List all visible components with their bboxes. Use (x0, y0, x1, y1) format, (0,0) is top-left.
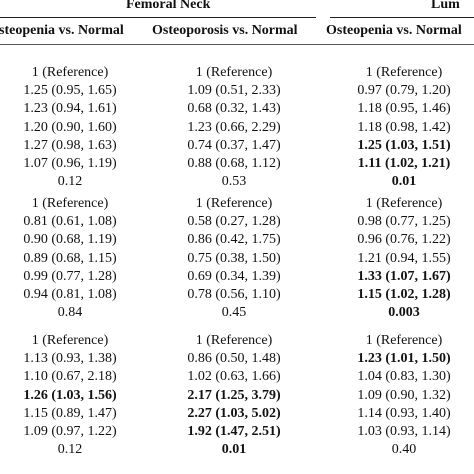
cell-block1-row5-col1: 1.27 (0.98, 1.63) (23, 137, 117, 153)
cell-block1-row6-col1: 1.07 (0.96, 1.19) (23, 156, 117, 171)
cell-block2-row2-col3: 0.98 (0.77, 1.25) (357, 214, 451, 230)
cell-block2-row1-col3: 1 (Reference) (365, 196, 443, 211)
cell-block3-row7-col3: 0.40 (391, 442, 417, 458)
cell-block2-row1-col1: 1 (Reference) (31, 196, 109, 211)
cell-block3-row7-col2: 0.01 (221, 442, 247, 458)
group-rule-lumbar (330, 17, 474, 18)
cell-block3-row2-col1: 1.13 (0.93, 1.38) (23, 351, 117, 367)
cell-block3-row3-col2: 1.02 (0.63, 1.66) (187, 369, 281, 385)
cell-block1-row6-col3: 1.11 (1.02, 1.21) (357, 156, 451, 171)
col-header-osteopenia: steopenia vs. Normal (0, 23, 124, 38)
cell-block2-row4-col2: 0.75 (0.38, 1.50) (187, 250, 281, 266)
cell-block3-row1-col2: 1 (Reference) (195, 333, 273, 348)
cell-block1-row1-col2: 1 (Reference) (195, 65, 273, 80)
cell-block3-row6-col3: 1.03 (0.93, 1.14) (357, 424, 451, 439)
cell-block3-row6-col1: 1.09 (0.97, 1.22) (23, 424, 117, 439)
cell-block1-row2-col2: 1.09 (0.51, 2.33) (187, 83, 281, 99)
cell-block1-row7-col1: 0.12 (57, 174, 83, 190)
cell-block2-row5-col1: 0.99 (0.77, 1.28) (23, 268, 117, 284)
col-header-lumbar-osteopenia: Osteopenia vs. Normal (326, 23, 462, 38)
group-header-femoral-neck: Femoral Neck (126, 0, 211, 12)
cell-block3-row4-col2: 2.17 (1.25, 3.79) (187, 387, 281, 403)
cell-block2-row2-col1: 0.81 (0.61, 1.08) (23, 214, 117, 230)
cell-block2-row4-col1: 0.89 (0.68, 1.15) (23, 250, 117, 266)
cell-block3-row2-col3: 1.23 (1.01, 1.50) (357, 351, 451, 367)
cell-block3-row3-col1: 1.10 (0.67, 2.18) (23, 369, 117, 385)
cell-block1-row4-col1: 1.20 (0.90, 1.60) (23, 119, 117, 135)
cell-block1-row1-col3: 1 (Reference) (365, 65, 443, 80)
cell-block1-row3-col2: 0.68 (0.32, 1.43) (187, 101, 281, 117)
cell-block1-row5-col3: 1.25 (1.03, 1.51) (357, 137, 451, 153)
cell-block2-row6-col3: 1.15 (1.02, 1.28) (357, 287, 451, 302)
cell-block3-row7-col1: 0.12 (57, 442, 83, 458)
group-rule-femoral (0, 17, 316, 18)
cell-block3-row4-col3: 1.09 (0.90, 1.32) (357, 387, 451, 403)
cell-block3-row2-col2: 0.86 (0.50, 1.48) (187, 351, 281, 367)
cell-block1-row7-col2: 0.53 (221, 174, 247, 190)
cell-block1-row5-col2: 0.74 (0.37, 1.47) (187, 137, 281, 153)
cell-block2-row5-col2: 0.69 (0.34, 1.39) (187, 268, 281, 284)
cell-block2-row3-col1: 0.90 (0.68, 1.19) (23, 232, 117, 248)
cell-block3-row6-col2: 1.92 (1.47, 2.51) (187, 424, 281, 439)
cell-block2-row6-col2: 0.78 (0.56, 1.10) (187, 287, 281, 302)
cell-block2-row7-col1: 0.84 (57, 305, 83, 321)
cell-block2-row4-col3: 1.21 (0.94, 1.55) (357, 250, 451, 266)
header-rule (0, 44, 474, 45)
cell-block1-row2-col1: 1.25 (0.95, 1.65) (23, 83, 117, 99)
cell-block1-row4-col2: 1.23 (0.66, 2.29) (187, 119, 281, 135)
cell-block3-row1-col1: 1 (Reference) (31, 333, 109, 348)
cell-block1-row3-col1: 1.23 (0.94, 1.61) (23, 101, 117, 117)
cell-block1-row4-col3: 1.18 (0.98, 1.42) (357, 119, 451, 135)
cell-block1-row6-col2: 0.88 (0.68, 1.12) (187, 156, 281, 171)
cell-block3-row3-col3: 1.04 (0.83, 1.30) (357, 369, 451, 385)
col-header-osteoporosis: Osteoporosis vs. Normal (152, 23, 298, 38)
cell-block3-row5-col1: 1.15 (0.89, 1.47) (23, 405, 117, 421)
cell-block2-row6-col1: 0.94 (0.81, 1.08) (23, 287, 117, 302)
cell-block1-row2-col3: 0.97 (0.79, 1.20) (357, 83, 451, 99)
cell-block3-row4-col1: 1.26 (1.03, 1.56) (23, 387, 117, 403)
cell-block2-row5-col3: 1.33 (1.07, 1.67) (357, 268, 451, 284)
cell-block3-row5-col2: 2.27 (1.03, 5.02) (187, 405, 281, 421)
cell-block3-row5-col3: 1.14 (0.93, 1.40) (357, 405, 451, 421)
cell-block3-row1-col3: 1 (Reference) (365, 333, 443, 348)
cell-block2-row7-col2: 0.45 (221, 305, 247, 321)
cell-block2-row3-col3: 0.96 (0.76, 1.22) (357, 232, 451, 248)
cell-block2-row3-col2: 0.86 (0.42, 1.75) (187, 232, 281, 248)
cell-block1-row1-col1: 1 (Reference) (31, 65, 109, 80)
cell-block2-row7-col3: 0.003 (388, 305, 420, 321)
cell-block2-row2-col2: 0.58 (0.27, 1.28) (187, 214, 281, 230)
cell-block2-row1-col2: 1 (Reference) (195, 196, 273, 211)
group-header-lumbar: Lum (431, 0, 460, 12)
cell-block1-row7-col3: 0.01 (391, 174, 417, 190)
cell-block1-row3-col3: 1.18 (0.95, 1.46) (357, 101, 451, 117)
